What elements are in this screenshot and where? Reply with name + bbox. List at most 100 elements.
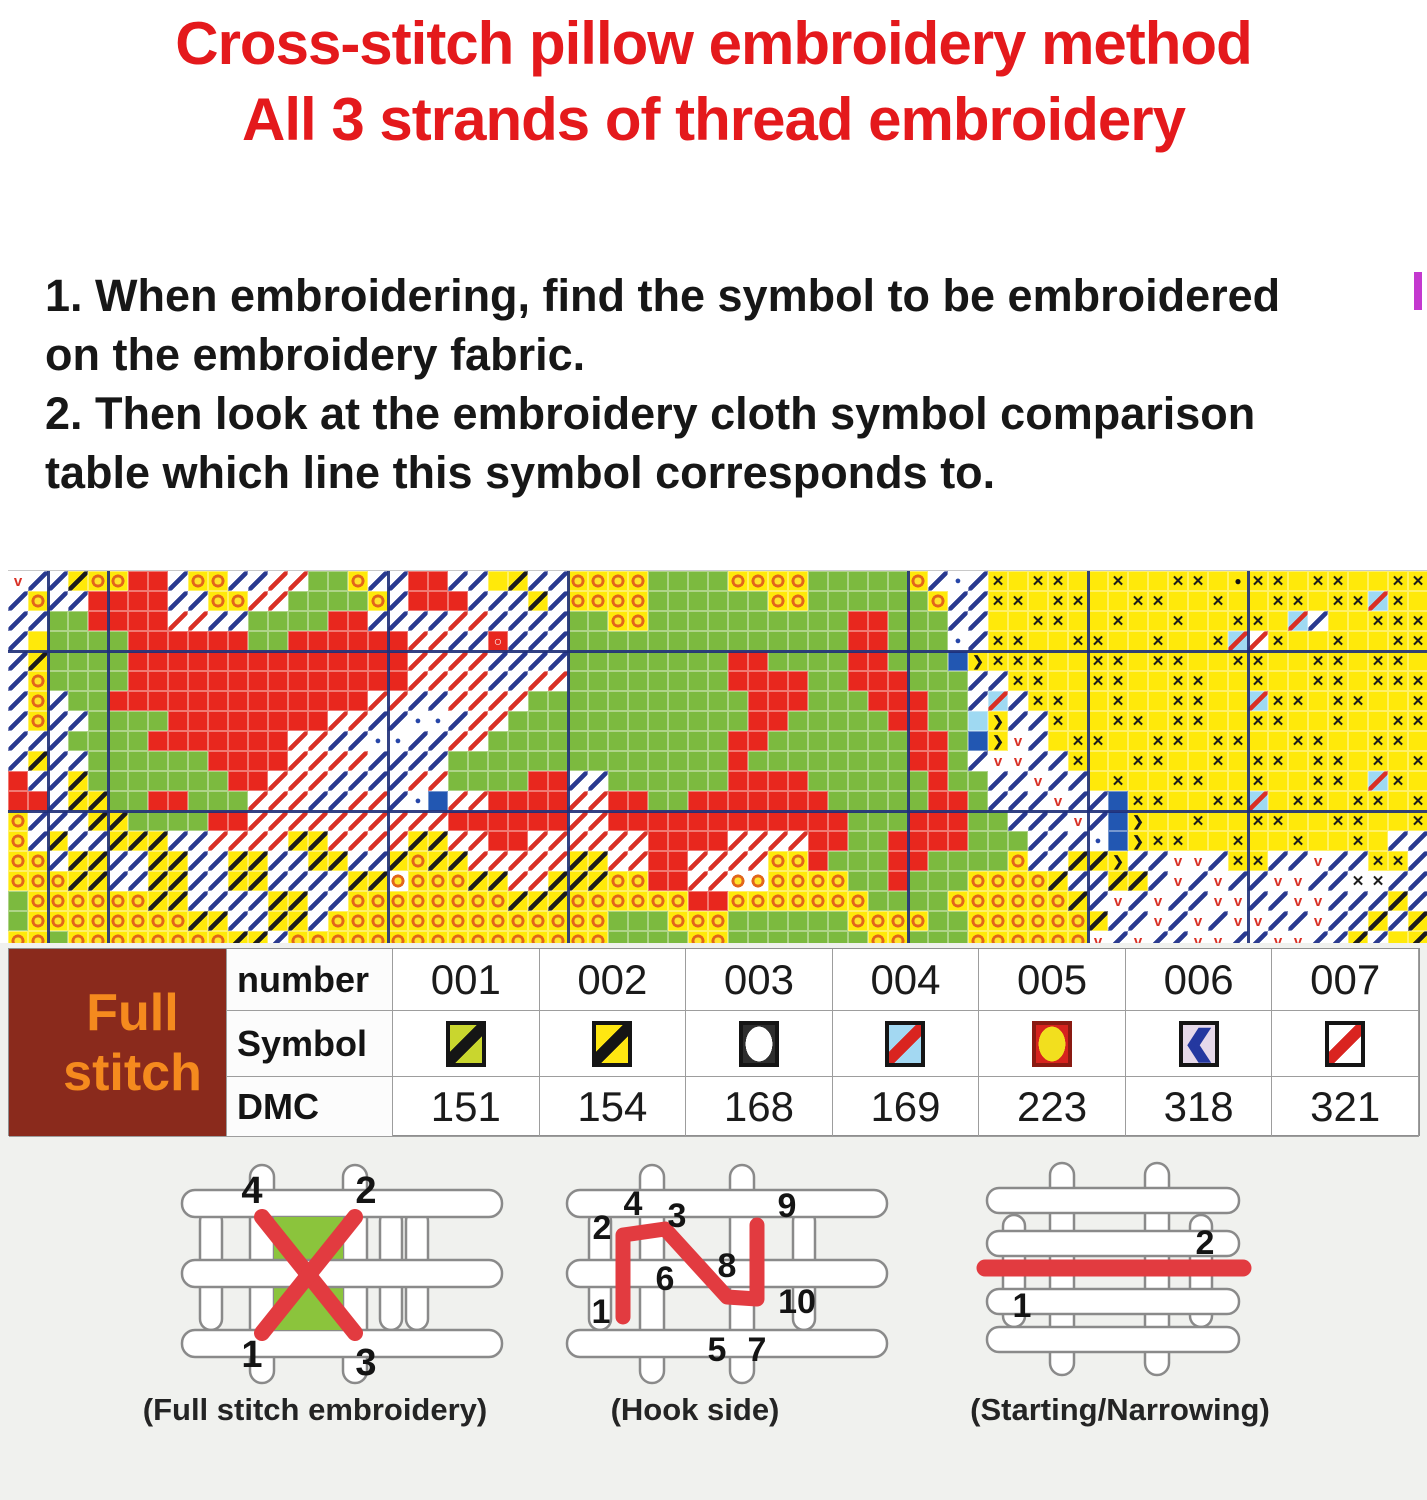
pattern-cell	[1268, 651, 1288, 671]
pattern-cell: ✕	[1048, 611, 1068, 631]
pattern-cell	[828, 731, 848, 751]
pattern-cell	[808, 651, 828, 671]
pattern-cell	[1388, 871, 1408, 891]
pattern-cell	[1088, 911, 1108, 931]
pattern-cell: ✕	[1128, 791, 1148, 811]
pattern-cell	[988, 791, 1008, 811]
pattern-cell	[948, 911, 968, 931]
pattern-cell	[8, 731, 28, 751]
pattern-cell	[908, 651, 928, 671]
pattern-cell	[348, 771, 368, 791]
pattern-cell	[848, 631, 868, 651]
pattern-cell	[588, 791, 608, 811]
pattern-cell	[88, 691, 108, 711]
pattern-cell	[988, 891, 1008, 911]
pattern-cell	[208, 571, 228, 591]
pattern-cell	[1208, 571, 1228, 591]
pattern-cell	[448, 731, 468, 751]
pattern-cell	[1308, 591, 1328, 611]
pattern-cell	[788, 891, 808, 911]
pattern-cell	[148, 571, 168, 591]
pattern-cell	[848, 871, 868, 891]
pattern-cell	[668, 751, 688, 771]
pattern-cell: ✕	[1288, 831, 1308, 851]
pattern-cell	[768, 831, 788, 851]
pattern-cell	[48, 851, 68, 871]
pattern-cell	[748, 691, 768, 711]
pattern-cell	[948, 871, 968, 891]
pattern-cell	[68, 571, 88, 591]
pattern-cell	[188, 751, 208, 771]
pattern-cell	[228, 831, 248, 851]
pattern-cell	[468, 811, 488, 831]
pattern-cell	[508, 751, 528, 771]
pattern-cell	[768, 871, 788, 891]
pattern-cell	[728, 751, 748, 771]
stitch-number: 1	[1013, 1287, 1032, 1325]
pattern-cell	[428, 871, 448, 891]
pattern-cell	[68, 591, 88, 611]
pattern-cell	[368, 891, 388, 911]
pattern-cell	[1408, 891, 1427, 911]
pattern-cell	[388, 791, 408, 811]
pattern-cell	[648, 651, 668, 671]
pattern-cell	[1368, 591, 1388, 611]
pattern-cell: ✕	[1368, 871, 1388, 891]
pattern-cell	[328, 651, 348, 671]
pattern-cell	[808, 891, 828, 911]
pattern-cell	[1088, 871, 1108, 891]
pattern-cell	[208, 591, 228, 611]
pattern-cell	[1388, 751, 1408, 771]
pattern-cell	[1148, 811, 1168, 831]
pattern-cell	[888, 671, 908, 691]
pattern-cell	[688, 671, 708, 691]
pattern-cell	[348, 591, 368, 611]
pattern-cell	[248, 791, 268, 811]
pattern-cell	[28, 671, 48, 691]
pattern-cell	[708, 771, 728, 791]
pattern-cell	[188, 571, 208, 591]
pattern-cell	[808, 911, 828, 931]
pattern-cell	[1288, 651, 1308, 671]
pattern-cell	[308, 591, 328, 611]
pattern-cell	[88, 611, 108, 631]
pattern-cell	[208, 871, 228, 891]
pattern-cell	[528, 811, 548, 831]
pattern-cell	[1048, 671, 1068, 691]
pattern-chart: v ● ✕ ✕ ✕ ✕ ✕ ✕ ● ✕ ✕ ✕ ✕ ✕ ✕ ✕ ✕ ✕ ✕ ✕ ✕ ✕ ✕ ✕ ✕ ✕ ✕ ✕ ✕ ✕ ✕ ✕ ✕ ✕ ✕ ✕ ○ ● ✕ ✕…	[8, 570, 1427, 952]
pattern-cell: ✕	[1068, 591, 1088, 611]
pattern-cell	[928, 731, 948, 751]
pattern-cell	[1008, 831, 1028, 851]
pattern-cell	[228, 671, 248, 691]
pattern-cell	[988, 671, 1008, 691]
pattern-cell: ✕	[1028, 651, 1048, 671]
pattern-cell	[148, 591, 168, 611]
pattern-cell	[1088, 591, 1108, 611]
pattern-cell	[1348, 571, 1368, 591]
pattern-cell	[1408, 851, 1427, 871]
pattern-cell	[388, 911, 408, 931]
pattern-cell	[688, 751, 708, 771]
pattern-cell	[508, 651, 528, 671]
symbol-number: 002	[539, 949, 687, 1011]
pattern-cell	[688, 911, 708, 931]
pattern-cell: ✕	[988, 571, 1008, 591]
pattern-cell	[228, 691, 248, 711]
pattern-cell	[608, 791, 628, 811]
pattern-cell	[808, 771, 828, 791]
pattern-cell	[68, 871, 88, 891]
pattern-cell	[868, 751, 888, 771]
pattern-cell	[708, 791, 728, 811]
pattern-cell	[968, 851, 988, 871]
pattern-cell	[1168, 791, 1188, 811]
pattern-cell	[768, 611, 788, 631]
symbol-dmc: 151	[393, 1077, 540, 1137]
pattern-cell: ✕	[1108, 651, 1128, 671]
pattern-cell	[748, 811, 768, 831]
pattern-cell: ✕	[1228, 651, 1248, 671]
pattern-cell	[728, 771, 748, 791]
pattern-cell: ✕	[1248, 651, 1268, 671]
pattern-cell	[148, 671, 168, 691]
pattern-cell	[968, 591, 988, 611]
pattern-cell	[1368, 891, 1388, 911]
